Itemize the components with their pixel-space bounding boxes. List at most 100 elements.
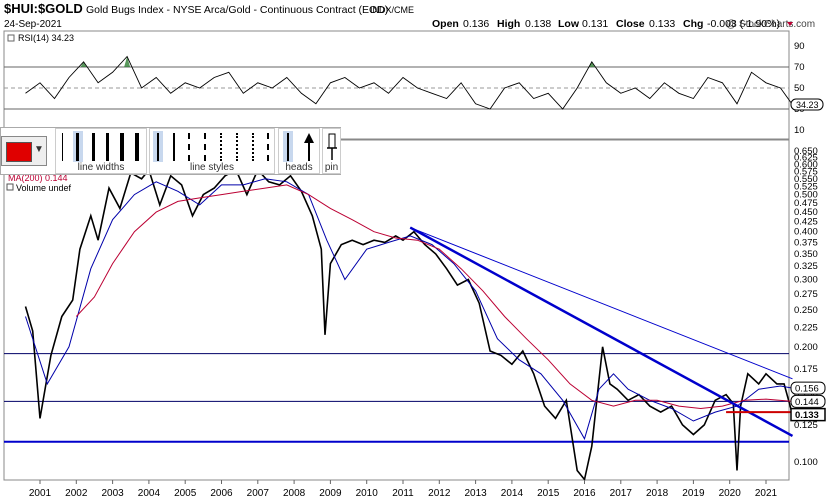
x-tick-label: 2015 [537, 488, 560, 499]
x-tick-label: 2010 [356, 488, 379, 499]
price-tag-0.133: 0.133 [790, 407, 826, 422]
annotation-toolbar: ▼ line widths line styles heads [0, 127, 341, 175]
rsi-label-text: RSI(14) 34.23 [18, 33, 74, 43]
line-style-dashdot[interactable] [267, 133, 269, 161]
price-tick-label: 0.450 [794, 207, 818, 218]
rsi-tick-label: 70 [794, 62, 805, 73]
price-tick-label: 0.425 [794, 217, 818, 228]
price-tick-label: 0.275 [794, 289, 818, 300]
chart-symbol: $HUI:$GOLD [4, 1, 83, 16]
dropdown-arrow-icon: ▼ [34, 144, 44, 155]
ohlc-readout: Open 0.136 High 0.138 Low 0.131 Close 0.… [432, 18, 793, 30]
heads-group: heads [278, 128, 320, 174]
series-line-ma50 [25, 178, 793, 441]
color-picker-button[interactable]: ▼ [1, 136, 47, 166]
line-width-5[interactable] [120, 133, 124, 161]
price-tick-label: 0.250 [794, 305, 818, 316]
rsi-value-tag: 34.23 [790, 98, 824, 111]
rsi-axis: 9070503010 [794, 41, 805, 136]
price-tick-label: 0.350 [794, 249, 818, 260]
x-tick-label: 2012 [428, 488, 451, 499]
chg-label: Chg [683, 18, 703, 30]
x-tick-label: 2017 [610, 488, 633, 499]
line-style-solid[interactable] [157, 133, 159, 161]
series-line-ma200 [75, 184, 793, 410]
price-tick-label: 0.525 [794, 181, 818, 192]
rsi-tick-label: 50 [794, 83, 805, 94]
x-tick-label: 2004 [138, 488, 161, 499]
ma-legend: MA(200) 0.144 [8, 173, 68, 183]
line-widths-group: line widths [55, 128, 147, 174]
svg-text:0.144: 0.144 [795, 397, 819, 408]
price-tick-label: 0.575 [794, 166, 818, 177]
date-axis: 2001 2002 2003 2004 2005 2006 2007 2008 2009 2010… [29, 480, 778, 499]
price-tick-label: 0.625 [794, 153, 818, 164]
trendlines [409, 226, 794, 438]
line-style-dashed-2[interactable] [204, 133, 206, 161]
x-tick-label: 2016 [573, 488, 596, 499]
pin-icon[interactable] [326, 133, 338, 161]
x-tick-label: 2018 [646, 488, 669, 499]
svg-text:34.23: 34.23 [796, 100, 819, 110]
x-tick-label: 2005 [174, 488, 197, 499]
price-tick-label: 0.175 [794, 364, 818, 375]
x-tick-label: 2003 [101, 488, 124, 499]
horizontal-lines [4, 353, 789, 443]
arrow-head-icon[interactable] [303, 133, 315, 161]
line-widths-label: line widths [56, 162, 146, 173]
svg-text:0.156: 0.156 [795, 384, 819, 395]
price-tick-label: 0.500 [794, 190, 818, 201]
x-tick-label: 2021 [755, 488, 778, 499]
line-style-dashed[interactable] [188, 133, 190, 161]
rsi-extreme-fill [80, 61, 87, 67]
chart-exchange: INDX/CME [370, 5, 414, 15]
watermark: @ StockCharts.com [726, 19, 815, 30]
price-tick-label: 0.125 [794, 420, 818, 431]
rsi-label: RSI(14) 34.23 [7, 33, 74, 43]
x-tick-label: 2011 [392, 488, 414, 499]
line-width-2[interactable] [76, 133, 79, 161]
price-tags: 0.156 0.144 0.133 [790, 381, 826, 422]
close-label: Close [616, 18, 645, 30]
price-tick-label: 0.475 [794, 198, 818, 209]
open-label: Open [432, 18, 459, 30]
rsi-extreme-fill [124, 56, 131, 67]
price-tag-0.144: 0.144 [790, 394, 826, 408]
color-swatch [6, 142, 32, 162]
rsi-line [25, 55, 793, 110]
rsi-tick-label: 90 [794, 41, 805, 52]
low-label: Low [558, 18, 580, 30]
price-tick-label: 0.225 [794, 322, 818, 333]
line-width-4[interactable] [106, 133, 109, 161]
x-tick-label: 2014 [501, 488, 524, 499]
price-tick-label: 0.600 [794, 159, 818, 170]
price-tick-label: 0.200 [794, 342, 818, 353]
rsi-fills [80, 56, 595, 67]
price-panel-frame [3, 139, 790, 481]
heads-label: heads [279, 162, 319, 173]
line-width-3[interactable] [92, 133, 95, 161]
rsi-tick-label: 10 [794, 125, 805, 136]
line-style-dotted[interactable] [220, 133, 222, 161]
line-style-dotted-3[interactable] [252, 133, 254, 161]
line-style-dotted-2[interactable] [236, 133, 238, 161]
head-none[interactable] [287, 133, 289, 161]
close-value: 0.133 [649, 18, 675, 30]
price-tick-label: 0.650 [794, 146, 818, 157]
price-tick-label: 0.375 [794, 237, 818, 248]
chart-description: Gold Bugs Index - NYSE Arca/Gold - Conti… [86, 4, 388, 16]
high-value: 0.138 [525, 18, 551, 30]
chart-date: 24-Sep-2021 [4, 19, 62, 30]
price-legend: MA(200) 0.144 Volume undef [6, 173, 72, 193]
line-width-6[interactable] [135, 133, 139, 161]
high-label: High [497, 18, 520, 30]
svg-text:0.133: 0.133 [795, 410, 819, 421]
x-tick-label: 2019 [682, 488, 705, 499]
price-tick-label: 0.300 [794, 274, 818, 285]
line-width-1[interactable] [62, 133, 63, 161]
x-tick-label: 2013 [464, 488, 487, 499]
x-tick-label: 2006 [210, 488, 233, 499]
line-style-solid-2[interactable] [173, 133, 175, 161]
price-tick-label: 0.550 [794, 174, 818, 185]
